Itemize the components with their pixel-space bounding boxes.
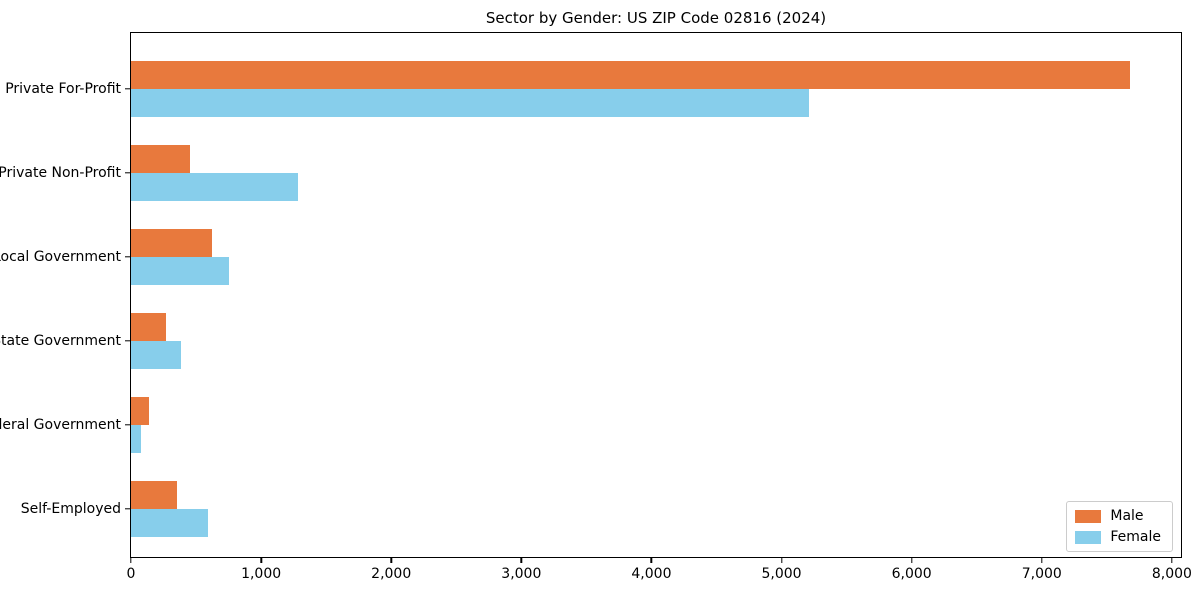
x-tick-label: 5,000 — [761, 566, 802, 582]
y-tick-label: Federal Government — [0, 416, 121, 433]
x-tick-label: 2,000 — [371, 566, 412, 582]
legend-item-male: Male — [1075, 508, 1161, 524]
y-axis-tick — [125, 424, 131, 426]
x-tick-label: 4,000 — [631, 566, 672, 582]
bar-male — [131, 228, 212, 257]
bar-male — [131, 144, 191, 173]
legend-label: Female — [1110, 529, 1161, 545]
y-axis-tick — [125, 508, 131, 510]
x-axis-tick — [650, 557, 653, 563]
y-axis-tick — [125, 340, 131, 342]
y-tick-label: Private Non-Profit — [0, 164, 121, 181]
bar-female — [131, 256, 230, 285]
legend: Male Female — [1066, 501, 1173, 552]
bar-female — [131, 88, 809, 117]
y-tick-label: Local Government — [0, 248, 121, 265]
x-axis-tick — [1171, 557, 1173, 563]
bar-male — [131, 396, 149, 425]
x-axis-tick — [130, 557, 132, 563]
y-tick-label: Self-Employed — [20, 501, 121, 517]
y-axis-tick — [125, 171, 131, 174]
x-tick-label: 0 — [126, 566, 136, 582]
y-tick-label: State Government — [0, 332, 121, 349]
bar-female — [131, 172, 298, 201]
x-tick-label: 3,000 — [501, 566, 542, 582]
x-axis-tick — [1041, 557, 1043, 563]
x-tick-label: 1,000 — [241, 566, 282, 582]
x-axis-tick — [390, 557, 392, 563]
legend-label: Male — [1110, 508, 1144, 524]
x-axis-tick — [520, 557, 523, 563]
legend-swatch-male — [1075, 509, 1102, 523]
x-axis-tick — [910, 557, 913, 563]
bar-male — [131, 481, 177, 509]
y-tick-label: Private For-Profit — [5, 80, 121, 97]
chart-title: Sector by Gender: US ZIP Code 02816 (202… — [485, 9, 827, 27]
legend-swatch-female — [1075, 530, 1102, 544]
bar-male — [131, 312, 167, 341]
plot-area: Private For-Profit Private Non-Profit Loca… — [0, 32, 1192, 582]
y-axis-tick — [125, 87, 131, 90]
bar-female — [131, 509, 209, 537]
x-tick-label: 6,000 — [891, 566, 932, 582]
bar-female — [131, 340, 182, 369]
x-axis-tick — [260, 557, 262, 563]
x-tick-label: 7,000 — [1021, 566, 1062, 582]
x-tick-label: 8,000 — [1151, 566, 1192, 582]
bar-female — [131, 424, 142, 453]
bar-male — [131, 60, 1131, 89]
legend-item-female: Female — [1075, 529, 1161, 545]
x-axis-tick — [780, 557, 783, 563]
y-axis-tick — [125, 255, 131, 258]
